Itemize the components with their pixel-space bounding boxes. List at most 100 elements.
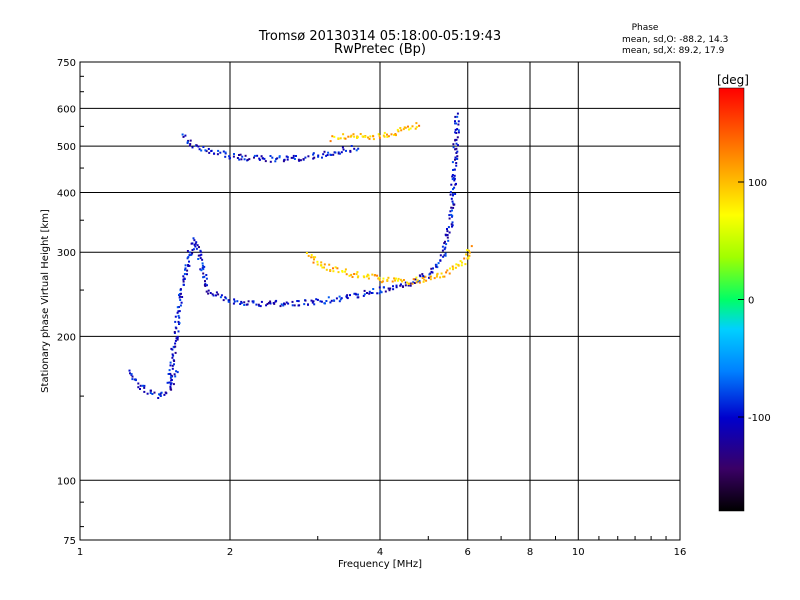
data-point	[425, 279, 428, 282]
data-point	[395, 286, 398, 289]
data-point	[274, 160, 277, 163]
data-point	[445, 243, 448, 246]
data-point	[399, 284, 402, 287]
data-point	[215, 291, 218, 294]
data-point	[151, 393, 154, 395]
data-point	[199, 268, 202, 271]
data-point	[269, 155, 272, 157]
data-point	[292, 154, 295, 157]
data-point	[388, 289, 391, 292]
data-point	[455, 158, 458, 160]
data-point	[454, 158, 456, 161]
data-point	[192, 248, 195, 251]
data-point	[378, 279, 381, 281]
data-point	[194, 245, 197, 248]
data-point	[424, 275, 427, 278]
data-point	[160, 391, 163, 394]
data-point	[257, 303, 260, 306]
x-tick-label: 1	[77, 547, 83, 558]
data-point	[253, 156, 255, 159]
grid-lines	[80, 62, 680, 540]
data-point	[454, 128, 457, 131]
data-point	[313, 156, 316, 159]
colorbar-label: [deg]	[717, 73, 749, 87]
data-point	[439, 259, 442, 262]
data-point	[169, 385, 172, 388]
data-point	[454, 139, 457, 142]
data-point	[149, 389, 152, 392]
data-point	[378, 135, 381, 137]
data-point	[455, 162, 458, 164]
data-point	[396, 128, 399, 131]
data-point	[169, 387, 172, 389]
x-tick-label: 6	[465, 547, 471, 558]
y-tick-label: 400	[57, 188, 76, 199]
data-point	[393, 277, 396, 280]
data-point	[207, 289, 210, 292]
chart-subtitle: RwPretec (Bp)	[334, 42, 426, 57]
data-point	[327, 296, 330, 299]
data-point	[158, 393, 160, 396]
x-tick-label: 10	[572, 547, 585, 558]
data-point	[337, 137, 340, 140]
data-point	[353, 135, 356, 138]
data-point	[169, 383, 172, 386]
data-point	[274, 300, 277, 303]
data-point	[380, 281, 383, 284]
data-point	[439, 276, 442, 279]
data-point	[131, 375, 134, 378]
data-point	[260, 300, 263, 303]
data-point	[295, 155, 297, 157]
data-point	[451, 265, 454, 268]
data-point	[452, 194, 454, 197]
data-point	[439, 254, 442, 257]
data-point	[355, 293, 358, 296]
data-point	[131, 378, 134, 381]
data-point	[174, 342, 177, 345]
data-point	[213, 152, 215, 155]
data-point	[411, 125, 414, 128]
data-point	[197, 254, 200, 257]
data-point	[446, 228, 448, 230]
data-point	[186, 140, 189, 143]
data-point	[324, 302, 326, 305]
data-point	[379, 290, 382, 293]
data-point	[372, 135, 375, 138]
data-point	[339, 298, 342, 301]
data-point	[236, 300, 239, 303]
data-point	[454, 193, 457, 195]
data-point	[282, 304, 285, 307]
data-point	[179, 288, 182, 291]
data-point	[184, 267, 187, 270]
data-point	[322, 153, 325, 156]
data-point	[219, 296, 222, 299]
data-point	[246, 303, 249, 306]
data-point	[202, 272, 205, 275]
data-point	[443, 242, 446, 245]
data-point	[467, 256, 470, 259]
data-point	[143, 386, 146, 389]
data-point	[400, 129, 403, 132]
data-point	[217, 293, 220, 296]
data-point	[338, 300, 341, 303]
data-point	[408, 282, 411, 285]
data-point	[163, 393, 166, 396]
data-point	[376, 274, 379, 277]
data-point	[311, 301, 314, 304]
data-point	[446, 269, 449, 272]
data-point	[356, 136, 359, 139]
data-point	[416, 280, 419, 283]
data-point	[382, 277, 385, 280]
data-point	[200, 253, 203, 256]
data-point	[146, 392, 149, 395]
y-tick-label: 200	[57, 332, 76, 343]
data-point	[451, 224, 454, 227]
data-point	[331, 135, 334, 138]
data-point	[177, 306, 180, 308]
data-point	[285, 301, 288, 304]
data-point	[357, 293, 359, 296]
data-point	[448, 214, 451, 217]
data-point	[415, 126, 418, 129]
data-point	[188, 144, 191, 147]
data-point	[178, 294, 180, 297]
